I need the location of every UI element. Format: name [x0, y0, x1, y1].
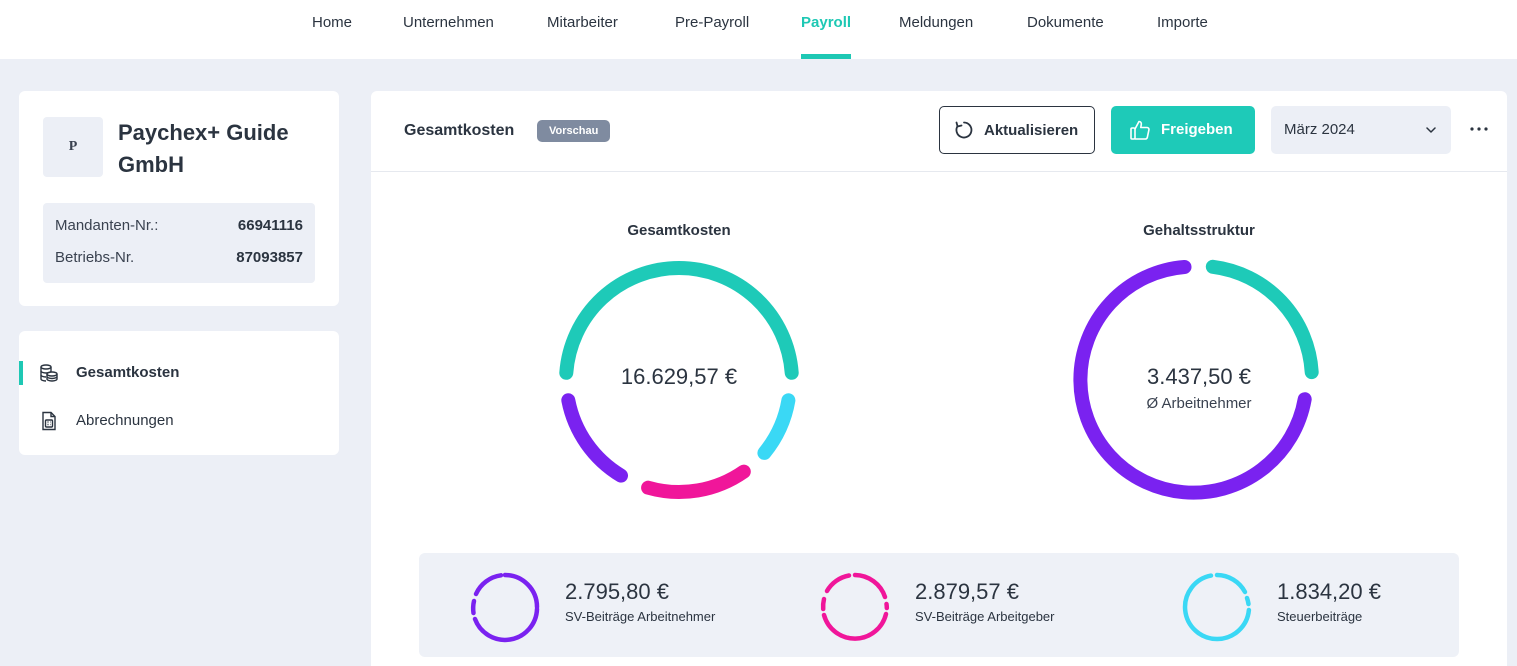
menu-item-label: Abrechnungen: [76, 412, 174, 429]
average-salary-value: 3.437,50 €: [1147, 364, 1251, 389]
chevron-down-icon: [1426, 127, 1436, 133]
donut-segment-magenta: [641, 464, 751, 499]
stat-label: Steuerbeiträge: [1277, 609, 1363, 624]
nav-pre-payroll[interactable]: Pre-Payroll: [675, 14, 750, 31]
donut-segment-purple: [561, 393, 628, 483]
month-select-value: März 2024: [1284, 121, 1355, 138]
menu-active-indicator: [19, 361, 23, 385]
approve-button[interactable]: Freigeben: [1111, 106, 1255, 154]
stat-label: SV-Beiträge Arbeitnehmer: [565, 609, 716, 624]
panel-header: Gesamtkosten Vorschau Aktualisieren Frei…: [371, 91, 1507, 172]
donut-segment-teal: [1205, 259, 1319, 380]
thumbs-up-icon: [1130, 120, 1150, 140]
donut-segment-teal: [559, 261, 799, 380]
tax-contributions-ring: [1182, 572, 1252, 642]
donut-segment-purple: [1073, 260, 1312, 500]
stat-value: 2.795,80 €: [565, 579, 669, 604]
preview-badge: Vorschau: [537, 120, 611, 142]
stat-value: 1.834,20 €: [1277, 579, 1381, 604]
stat-value: 2.879,57 €: [915, 579, 1019, 604]
refresh-icon: [955, 121, 973, 139]
company-no-value: 87093857: [236, 249, 303, 266]
main-panel: Gesamtkosten Vorschau Aktualisieren Frei…: [371, 91, 1507, 666]
salary-structure-donut-chart: [1073, 259, 1319, 500]
chart-title-gehaltsstruktur: Gehaltsstruktur: [1143, 222, 1255, 239]
menu-item-abrechnungen[interactable]: Abrechnungen: [19, 401, 339, 441]
nav-unternehmen[interactable]: Unternehmen: [403, 14, 494, 31]
client-no-value: 66941116: [237, 217, 303, 234]
nav-mitarbeiter[interactable]: Mitarbeiter: [547, 14, 618, 31]
menu-item-gesamtkosten[interactable]: Gesamtkosten: [19, 353, 339, 393]
nav-home[interactable]: Home: [312, 14, 353, 31]
average-salary-label: Ø Arbeitnehmer: [1146, 395, 1252, 412]
nav-importe[interactable]: Importe: [1157, 14, 1208, 31]
coins-stack-icon: [40, 364, 58, 382]
nav-active-indicator: [801, 54, 851, 59]
nav-payroll[interactable]: Payroll: [801, 14, 852, 31]
client-no-label: Mandanten-Nr.:: [55, 217, 159, 234]
company-name: Paychex+ Guide GmbH: [118, 120, 289, 177]
more-options-icon[interactable]: [1467, 117, 1491, 141]
menu-item-label: Gesamtkosten: [76, 364, 180, 381]
page-title: Gesamtkosten: [404, 122, 515, 139]
chart-title-gesamtkosten: Gesamtkosten: [627, 222, 731, 239]
refresh-button[interactable]: Aktualisieren: [939, 106, 1095, 154]
total-cost-value: 16.629,57 €: [620, 364, 738, 389]
company-no-label: Betriebs-Nr.: [55, 249, 135, 266]
employer-contributions-ring: [820, 572, 890, 641]
top-navigation: Home Unternehmen Mitarbeiter Pre-Payroll…: [0, 0, 1517, 59]
nav-dokumente[interactable]: Dokumente: [1027, 14, 1104, 31]
month-select[interactable]: März 2024: [1271, 106, 1451, 154]
refresh-label: Aktualisieren: [984, 122, 1079, 139]
company-logo: P: [43, 117, 103, 177]
employee-contributions-ring: [470, 572, 540, 643]
approve-label: Freigeben: [1161, 121, 1233, 138]
nav-meldungen[interactable]: Meldungen: [899, 14, 974, 31]
cost-breakdown-bar: 2.795,80 € SV-Beiträge Arbeitnehmer 2.87…: [419, 553, 1459, 657]
side-menu: Gesamtkosten Abrechnungen: [19, 331, 339, 455]
donut-segment-cyan: [757, 393, 796, 460]
company-card: P Paychex+ Guide GmbH Mandanten-Nr.: 669…: [19, 91, 339, 306]
document-calculator-icon: [42, 411, 56, 431]
company-ids: Mandanten-Nr.: 66941116 Betriebs-Nr. 870…: [43, 203, 315, 283]
total-cost-donut-chart: [559, 261, 799, 499]
stat-label: SV-Beiträge Arbeitgeber: [915, 609, 1055, 624]
